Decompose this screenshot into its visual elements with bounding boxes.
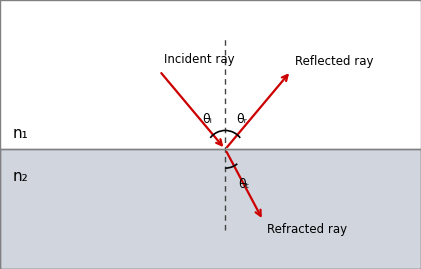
Text: n₂: n₂ [13,169,28,184]
Text: θᵢ: θᵢ [203,114,213,126]
Text: Refracted ray: Refracted ray [267,223,347,236]
Text: Reflected ray: Reflected ray [295,55,374,68]
Text: n₁: n₁ [13,126,28,141]
Text: θᵣ: θᵣ [236,114,247,126]
Text: Incident ray: Incident ray [164,53,234,66]
Bar [0,0,421,149]
Bar [0,149,421,269]
Text: θₜ: θₜ [238,178,250,190]
Bar [0,149,421,269]
